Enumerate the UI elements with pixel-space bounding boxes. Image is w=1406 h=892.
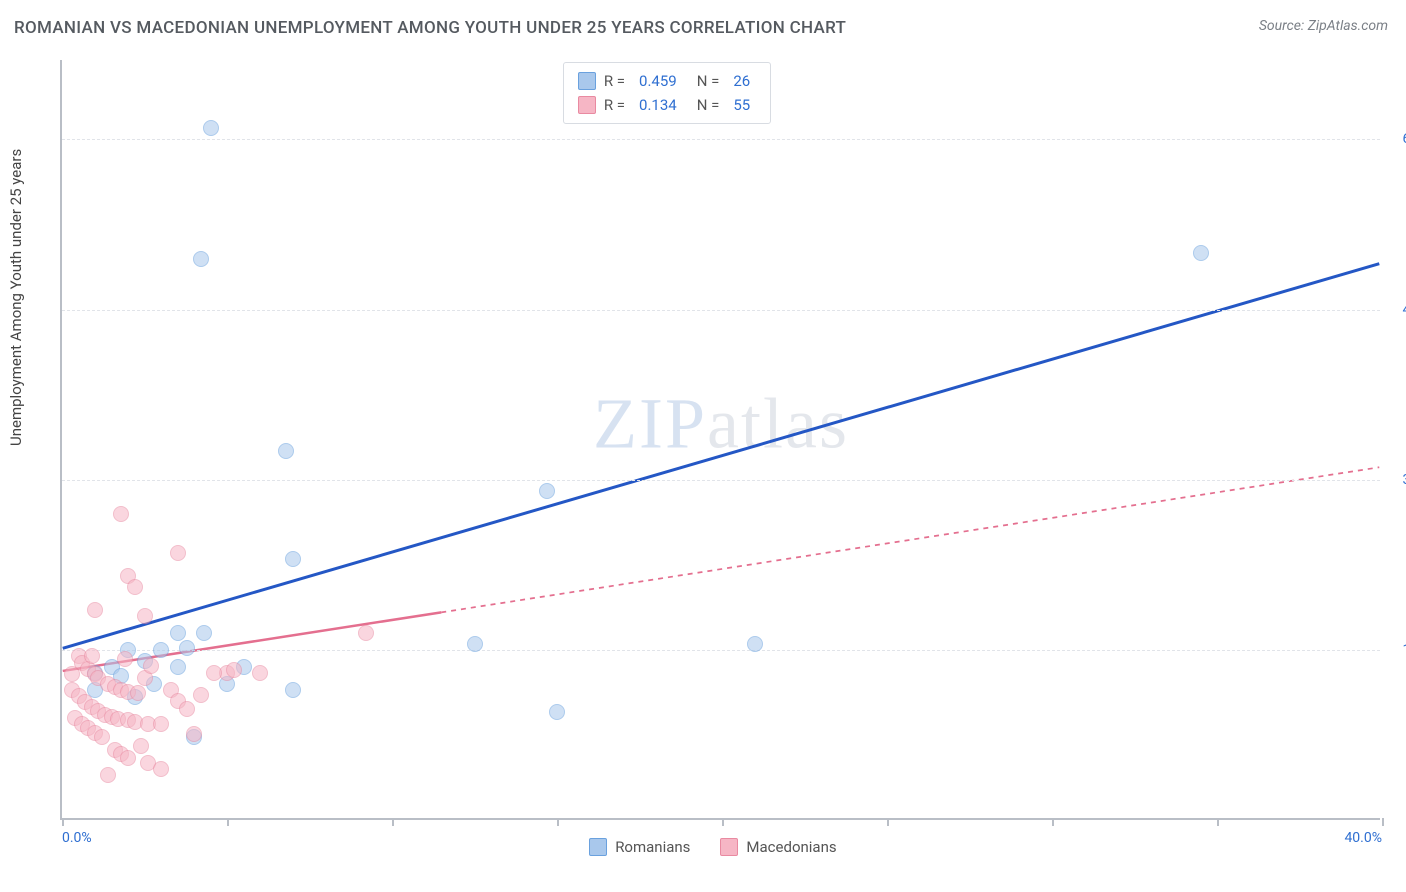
- scatter-point: [285, 682, 301, 698]
- scatter-point: [170, 625, 186, 641]
- scatter-point: [94, 729, 110, 745]
- y-tick-label: 60.0%: [1385, 131, 1406, 147]
- gridline-y: [62, 650, 1380, 651]
- x-tick-label: 40.0%: [1344, 830, 1382, 846]
- scatter-point: [285, 551, 301, 567]
- scatter-point: [120, 750, 136, 766]
- watermark-part1: ZIP: [593, 383, 707, 463]
- gridline-y: [62, 310, 1380, 311]
- scatter-point: [84, 648, 100, 664]
- scatter-point: [127, 579, 143, 595]
- legend-N-label: N =: [697, 69, 720, 93]
- legend-R-label: R =: [604, 93, 625, 117]
- legend-N-label: N =: [697, 93, 720, 117]
- scatter-point: [203, 120, 219, 136]
- scatter-point: [153, 716, 169, 732]
- legend-bottom-item-1: Macedonians: [720, 838, 836, 856]
- legend-bottom-label-1: Macedonians: [746, 838, 836, 856]
- scatter-point: [153, 761, 169, 777]
- scatter-point: [143, 658, 159, 674]
- y-tick-label: 30.0%: [1385, 472, 1406, 488]
- gridline-y: [62, 480, 1380, 481]
- legend-bottom-swatch-1: [720, 838, 738, 856]
- watermark: ZIPatlas: [593, 382, 849, 465]
- trend-lines-layer: [62, 60, 1380, 818]
- x-tick: [62, 818, 64, 826]
- chart-title: ROMANIAN VS MACEDONIAN UNEMPLOYMENT AMON…: [14, 18, 846, 38]
- legend-N-value-1: 55: [733, 93, 750, 117]
- scatter-point: [193, 687, 209, 703]
- legend-stats-row-0: R = 0.459 N = 26: [578, 69, 756, 93]
- gridline-y: [62, 139, 1380, 140]
- plot-area: ZIPatlas R = 0.459 N = 26 R = 0.134 N = …: [60, 60, 1380, 820]
- legend-bottom-label-0: Romanians: [615, 838, 690, 856]
- y-tick-label: 45.0%: [1385, 302, 1406, 318]
- scatter-point: [467, 636, 483, 652]
- trend-line-dashed: [441, 467, 1379, 612]
- legend-swatch-1: [578, 96, 596, 114]
- scatter-point: [170, 545, 186, 561]
- scatter-point: [130, 685, 146, 701]
- watermark-part2: atlas: [707, 383, 849, 463]
- scatter-point: [193, 251, 209, 267]
- y-axis-label: Unemployment Among Youth under 25 years: [7, 149, 25, 446]
- scatter-point: [100, 767, 116, 783]
- scatter-point: [226, 662, 242, 678]
- scatter-point: [549, 704, 565, 720]
- scatter-point: [117, 651, 133, 667]
- legend-bottom: Romanians Macedonians: [589, 838, 836, 856]
- x-tick: [1382, 818, 1384, 826]
- scatter-point: [137, 608, 153, 624]
- scatter-point: [113, 506, 129, 522]
- x-tick: [227, 818, 229, 826]
- scatter-point: [64, 666, 80, 682]
- trend-line-solid: [63, 264, 1380, 649]
- chart-container: ROMANIAN VS MACEDONIAN UNEMPLOYMENT AMON…: [0, 0, 1406, 892]
- chart-source: Source: ZipAtlas.com: [1259, 18, 1388, 34]
- y-tick-label: 15.0%: [1385, 642, 1406, 658]
- x-tick: [392, 818, 394, 826]
- scatter-point: [1193, 245, 1209, 261]
- x-tick: [557, 818, 559, 826]
- legend-stats-row-1: R = 0.134 N = 55: [578, 93, 756, 117]
- scatter-point: [179, 640, 195, 656]
- legend-R-label: R =: [604, 69, 625, 93]
- scatter-point: [358, 625, 374, 641]
- legend-R-value-0: 0.459: [639, 69, 677, 93]
- scatter-point: [252, 665, 268, 681]
- legend-N-value-0: 26: [733, 69, 750, 93]
- x-tick: [887, 818, 889, 826]
- legend-bottom-swatch-0: [589, 838, 607, 856]
- scatter-point: [539, 483, 555, 499]
- legend-R-value-1: 0.134: [639, 93, 677, 117]
- scatter-point: [133, 738, 149, 754]
- scatter-point: [153, 642, 169, 658]
- scatter-point: [179, 701, 195, 717]
- x-tick: [1052, 818, 1054, 826]
- legend-bottom-item-0: Romanians: [589, 838, 690, 856]
- scatter-point: [186, 726, 202, 742]
- legend-swatch-0: [578, 72, 596, 90]
- scatter-point: [196, 625, 212, 641]
- scatter-point: [87, 602, 103, 618]
- x-tick: [722, 818, 724, 826]
- x-tick-label: 0.0%: [62, 830, 92, 846]
- scatter-point: [206, 665, 222, 681]
- x-tick: [1217, 818, 1219, 826]
- legend-stats: R = 0.459 N = 26 R = 0.134 N = 55: [563, 62, 771, 124]
- scatter-point: [278, 443, 294, 459]
- scatter-point: [170, 659, 186, 675]
